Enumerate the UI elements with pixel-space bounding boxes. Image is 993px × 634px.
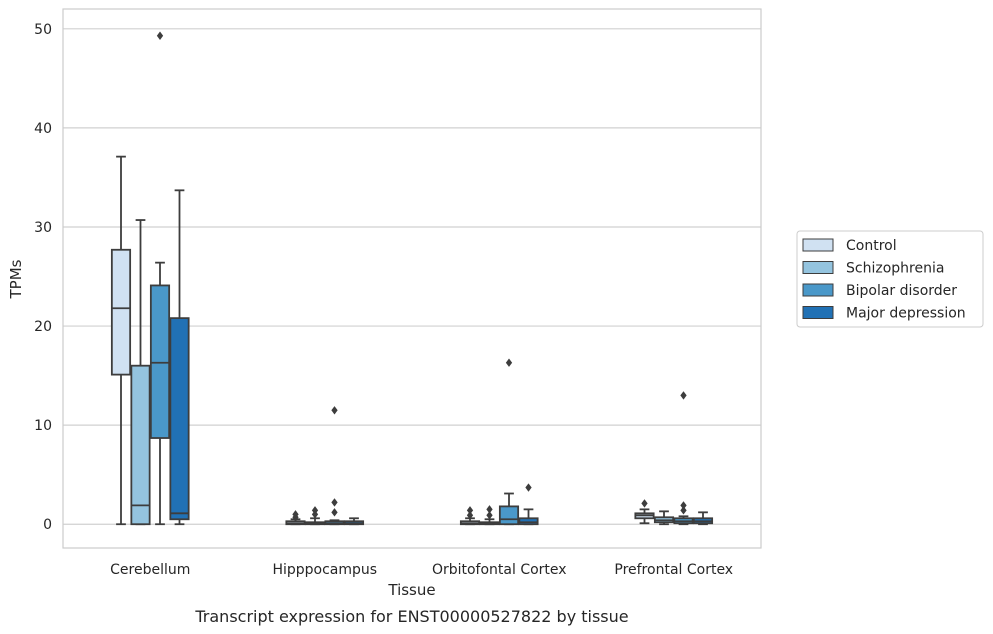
outlier-point [311,506,319,515]
outlier-point [486,505,493,514]
box-schizophrenia-1 [304,506,326,526]
box-iqr [498,505,520,526]
legend-swatch [802,261,834,274]
outlier-point [680,501,687,510]
x-axis-label: Tissue [387,581,435,599]
legend-label: Major depression [846,306,966,322]
legend-swatch [802,306,834,319]
x-tick-labels: Cerebellum Hipppocampus Orbitofontal Corte… [110,562,733,578]
box-iqr [169,317,190,521]
box-major-depression-2 [518,483,539,526]
boxes [110,31,714,526]
box-control-1 [285,510,306,526]
y-tick-label: 0 [43,517,52,533]
outlier-point [331,508,338,517]
y-tick-label: 40 [34,121,52,137]
outlier-point [292,510,299,519]
legend: Control Schizophrenia Bipolar disorder Majo… [796,230,984,328]
outlier-point [505,358,513,367]
y-tick-label: 10 [34,418,52,434]
box-control-3 [634,499,655,525]
box-schizophrenia-2 [479,505,500,526]
y-tick-labels: 0 10 20 30 40 50 [34,22,52,533]
box-schizophrenia-3 [653,510,675,526]
gridlines [63,28,761,525]
outlier-point [680,391,687,400]
outlier-point [525,483,532,492]
y-tick-label: 50 [34,22,52,38]
box-iqr [110,248,132,376]
y-axis-label: TPMs [7,259,25,299]
box-iqr [149,284,171,439]
box-schizophrenia-0 [130,219,151,526]
legend-items: Control Schizophrenia Bipolar disorder Majo… [802,238,966,322]
box-bipolar-disorder-2 [498,358,520,526]
x-tick-label: Prefrontal Cortex [614,562,733,578]
legend-swatch [802,283,834,297]
box-major-depression-0 [169,189,190,526]
y-tick-label: 30 [34,220,52,236]
x-tick-label: Orbitofontal Cortex [432,562,567,578]
box-iqr [130,364,151,526]
chart-caption: Transcript expression for ENST0000052782… [194,607,628,626]
box-bipolar-disorder-0 [149,31,171,526]
legend-label: Bipolar disorder [846,283,957,299]
box-control-2 [459,506,481,526]
box-major-depression-3 [692,511,714,526]
outlier-point [331,406,338,415]
legend-swatch [802,238,834,252]
y-tick-label: 20 [34,319,52,335]
outlier-point [486,511,493,520]
box-major-depression-1 [343,517,365,526]
outlier-point [680,506,687,515]
x-tick-label: Cerebellum [110,562,190,578]
outlier-point [466,506,474,515]
outlier-point [156,31,164,40]
outlier-point [331,498,338,507]
outlier-point [641,499,648,508]
legend-label: Schizophrenia [846,261,944,277]
x-tick-label: Hipppocampus [272,562,377,578]
box-iqr [518,517,539,526]
legend-frame [796,230,984,328]
box-bipolar-disorder-3 [673,391,694,526]
outlier-point [466,511,474,520]
plot-frame [62,8,762,549]
box-bipolar-disorder-1 [324,406,345,526]
box-control-0 [110,155,132,526]
legend-label: Control [846,238,897,254]
